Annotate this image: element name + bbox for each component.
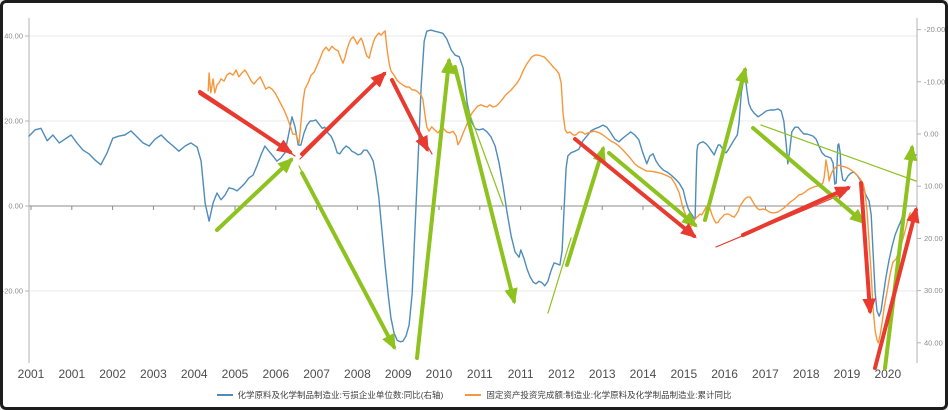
series-blue-line (28, 29, 917, 343)
legend-label: 固定资产投资完成额:制造业:化学原料及化学制品制造业:累计同比 (486, 390, 732, 400)
right-axis-label: 10.00 (924, 182, 943, 191)
left-axis-label: 40.00 (4, 32, 23, 41)
left-axis-label: 20.00 (4, 117, 23, 126)
legend-item-fixed-asset-investment[interactable]: 固定资产投资完成额:制造业:化学原料及化学制品制造业:累计同比 (465, 389, 731, 401)
x-axis-label: 2001 (58, 367, 85, 381)
chart-plot: 40.00 20.00 0.00 -20.00 -20.00 -10.00 0.00 10.… (3, 18, 945, 381)
x-axis-label: 2011 (467, 367, 493, 381)
trend-arrow-red (390, 78, 429, 153)
orange-line-swatch (465, 394, 482, 396)
trend-arrow-red (741, 186, 852, 237)
trend-arrow-red (873, 206, 920, 370)
x-axis-label: 2019 (834, 367, 861, 381)
legend: 化学原料及化学制品制造业:亏损企业单位数:同比(右轴) 固定资产投资完成额:制造… (3, 387, 945, 403)
trend-arrows (198, 57, 920, 370)
trend-arrow-green (415, 57, 455, 360)
x-axis-label: 2004 (181, 367, 208, 381)
right-axis-tick-labels: -20.00 -10.00 0.00 10.00 20.00 30.00 40.00 (924, 25, 945, 347)
blue-line-swatch (216, 394, 233, 396)
trend-arrow-green (300, 171, 396, 351)
right-axis-label: 0.00 (924, 130, 939, 139)
trend-arrow-green (565, 145, 606, 267)
trend-arrow-red (859, 181, 876, 315)
data-series (28, 29, 917, 344)
x-axis-label: 2005 (222, 367, 249, 381)
right-axis-label: 40.00 (924, 338, 943, 347)
trend-line-green-thin (760, 124, 917, 182)
x-axis-label: 2003 (140, 367, 167, 381)
trend-line-green-thin (547, 237, 572, 314)
x-axis-label: 2006 (262, 367, 289, 381)
x-axis-label: 2009 (385, 367, 412, 381)
x-axis-label: 2020 (874, 367, 901, 381)
x-axis-label: 2002 (99, 367, 126, 381)
left-axis-label: -20.00 (3, 287, 23, 296)
x-axis-label: 2018 (793, 367, 820, 381)
x-axis-label: 2008 (344, 367, 371, 381)
trend-arrow-green (883, 144, 918, 370)
trend-arrow-red (573, 137, 697, 239)
x-axis-label: 2001 (18, 367, 45, 381)
trend-arrow-green (453, 65, 518, 305)
left-axis-label: 0.00 (8, 202, 23, 211)
right-axis-label: -20.00 (924, 25, 945, 34)
trend-arrow-red (300, 71, 387, 156)
trend-arrow-red (198, 90, 293, 154)
x-axis-label: 2012 (548, 367, 575, 381)
right-axis-label: 20.00 (924, 234, 943, 243)
x-axis-tick-labels: 2001 2001 2002 2003 2004 2005 2006 2007 2008 2009… (18, 367, 902, 381)
x-axis-label: 2014 (630, 367, 657, 381)
legend-item-loss-making-enterprises[interactable]: 化学原料及化学制品制造业:亏损企业单位数:同比(右轴) (216, 389, 444, 401)
gridlines (29, 35, 917, 292)
axis-lines (25, 18, 921, 363)
trend-arrow-green (607, 151, 698, 228)
trend-arrow-green (703, 66, 749, 222)
x-axis-label: 2010 (426, 367, 453, 381)
left-axis-tick-labels: 40.00 20.00 0.00 -20.00 (3, 32, 23, 296)
right-axis-label: -10.00 (924, 77, 945, 86)
trend-arrow-green (751, 126, 866, 225)
x-axis-label: 2007 (303, 367, 330, 381)
trend-arrow-green (215, 157, 294, 232)
x-axis-label: 2011 (508, 367, 534, 381)
x-axis-label: 2016 (711, 367, 738, 381)
right-axis-label: 30.00 (924, 286, 943, 295)
series-orange-line (207, 30, 911, 344)
legend-label: 化学原料及化学制品制造业:亏损企业单位数:同比(右轴) (237, 390, 444, 400)
x-axis-label: 2015 (670, 367, 697, 381)
x-axis-label: 2013 (589, 367, 616, 381)
x-axis-label: 2017 (752, 367, 779, 381)
